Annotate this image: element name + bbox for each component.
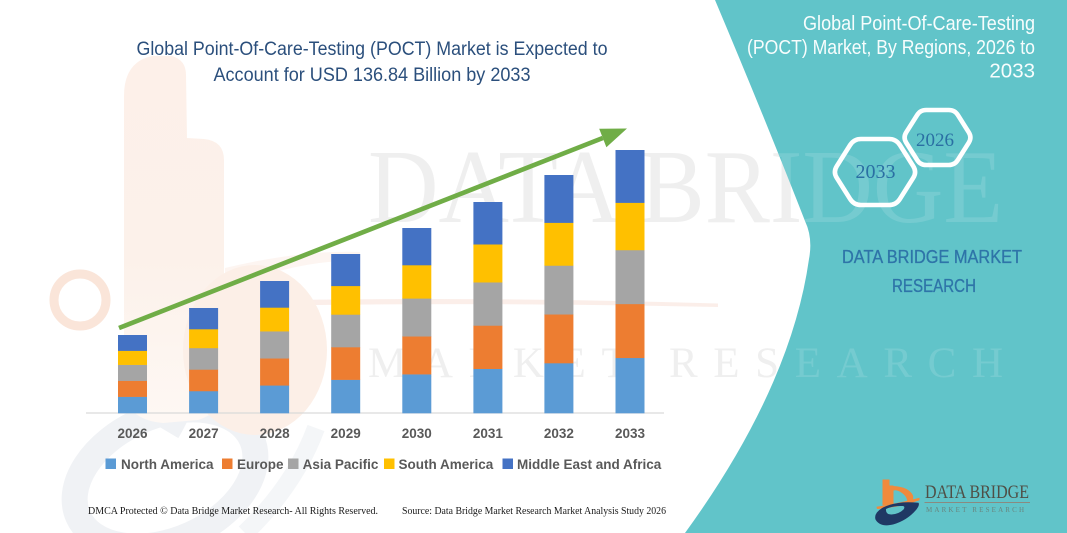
svg-text:2031: 2031	[473, 426, 504, 441]
svg-text:Europe: Europe	[237, 457, 284, 472]
svg-text:2032: 2032	[544, 426, 574, 441]
svg-text:2026: 2026	[916, 130, 954, 151]
svg-text:2033: 2033	[856, 161, 896, 183]
svg-text:2028: 2028	[260, 426, 291, 441]
svg-text:DMCA Protected © Data Bridge M: DMCA Protected © Data Bridge Market Rese…	[88, 505, 378, 517]
svg-text:DATA BRIDGE: DATA BRIDGE	[925, 483, 1029, 503]
svg-text:MARKET RESEARCH: MARKET RESEARCH	[926, 506, 1024, 514]
svg-text:Global Point-Of-Care-Testing: Global Point-Of-Care-Testing	[803, 12, 1035, 35]
svg-text:2029: 2029	[331, 426, 361, 441]
svg-text:(POCT) Market, By Regions, 202: (POCT) Market, By Regions, 2026 to	[747, 36, 1035, 59]
svg-text:2030: 2030	[402, 426, 432, 441]
svg-text:RESEARCH: RESEARCH	[892, 276, 976, 296]
svg-text:2026: 2026	[117, 426, 148, 441]
svg-text:Source: Data Bridge Market Res: Source: Data Bridge Market Research Mark…	[402, 505, 666, 517]
svg-text:2027: 2027	[189, 426, 219, 441]
svg-text:Global Point-Of-Care-Testing (: Global Point-Of-Care-Testing (POCT) Mark…	[137, 39, 608, 60]
svg-text:Asia Pacific: Asia Pacific	[303, 457, 379, 472]
svg-text:2033: 2033	[989, 60, 1035, 83]
svg-text:Account for USD 136.84 Billion: Account for USD 136.84 Billion by 2033	[214, 65, 531, 86]
svg-text:South America: South America	[399, 457, 494, 472]
svg-text:2033: 2033	[615, 426, 646, 441]
svg-text:DATA BRIDGE MARKET: DATA BRIDGE MARKET	[842, 247, 1022, 267]
svg-text:North America: North America	[121, 457, 214, 472]
svg-text:Middle East and Africa: Middle East and Africa	[517, 457, 662, 472]
